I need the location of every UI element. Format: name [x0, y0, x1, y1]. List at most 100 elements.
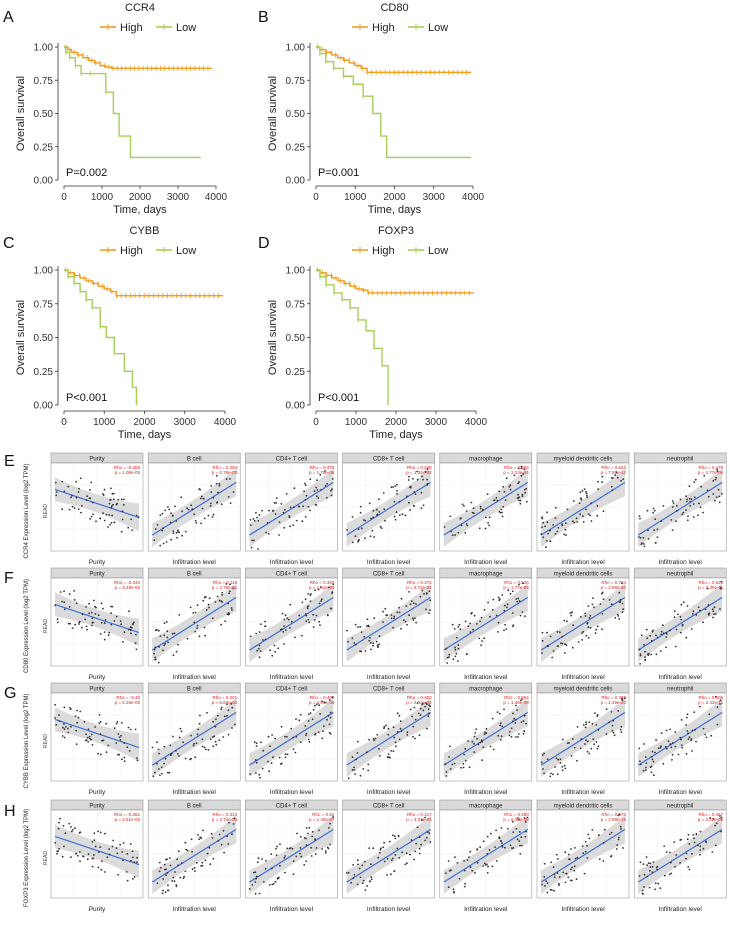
data-point	[283, 856, 286, 859]
data-point	[686, 519, 689, 522]
data-point	[714, 499, 716, 502]
data-point	[155, 629, 157, 632]
data-point	[77, 854, 79, 857]
data-point	[91, 744, 94, 746]
data-point	[228, 821, 230, 824]
data-point	[310, 846, 312, 849]
data-point	[482, 746, 485, 748]
data-point	[221, 594, 223, 596]
data-point	[562, 738, 564, 741]
data-point	[686, 500, 688, 503]
data-point	[480, 616, 483, 619]
data-point	[99, 831, 102, 834]
data-point	[617, 814, 620, 817]
data-point	[541, 516, 543, 518]
data-point	[587, 833, 590, 836]
data-point	[350, 881, 352, 884]
data-point	[101, 739, 103, 742]
confidence-band	[443, 468, 528, 548]
data-point	[691, 852, 693, 855]
data-point	[695, 740, 697, 743]
data-point	[307, 593, 310, 595]
data-point	[115, 615, 118, 618]
data-point	[540, 761, 543, 764]
data-point	[682, 511, 685, 514]
data-point	[385, 724, 387, 727]
data-point	[272, 756, 274, 759]
data-point	[543, 772, 545, 775]
data-point	[571, 520, 574, 523]
data-point	[582, 521, 585, 523]
data-point	[172, 735, 174, 738]
data-point	[572, 738, 574, 740]
data-point	[427, 708, 430, 711]
data-point	[489, 615, 491, 618]
data-point	[120, 722, 123, 724]
data-point	[359, 876, 362, 879]
x-axis-label: Infiltration level	[367, 789, 411, 796]
data-point	[154, 656, 157, 659]
data-point	[541, 639, 544, 642]
data-point	[392, 486, 394, 488]
data-point	[260, 623, 262, 626]
data-point	[168, 508, 171, 511]
data-point	[70, 830, 73, 833]
data-point	[495, 496, 498, 499]
data-point	[655, 634, 657, 637]
data-point	[428, 704, 430, 706]
data-point	[63, 601, 66, 604]
data-point	[525, 487, 528, 490]
data-point	[307, 738, 310, 741]
data-point	[564, 767, 567, 770]
data-point	[396, 490, 398, 492]
data-point	[462, 766, 465, 769]
data-point	[123, 631, 126, 634]
data-point	[449, 768, 452, 770]
data-point	[602, 598, 605, 600]
regression-line	[443, 711, 529, 766]
data-point	[103, 631, 106, 633]
data-point	[367, 624, 370, 627]
rho-value: Rho = 0.118	[213, 580, 238, 585]
data-point	[211, 837, 214, 839]
data-point	[579, 491, 582, 494]
data-point	[585, 634, 588, 637]
data-point	[647, 538, 650, 540]
data-point	[67, 727, 69, 730]
data-point	[597, 834, 600, 836]
data-point	[702, 847, 705, 850]
data-point	[255, 875, 258, 878]
data-point	[675, 510, 678, 512]
data-point	[608, 599, 611, 601]
data-point	[611, 729, 614, 732]
data-point	[104, 871, 106, 873]
data-point	[102, 512, 104, 515]
data-point	[655, 739, 657, 742]
data-point	[130, 518, 133, 521]
data-point	[324, 850, 327, 852]
data-point	[481, 509, 484, 512]
data-point	[668, 629, 671, 632]
data-point	[99, 733, 102, 736]
data-point	[692, 610, 695, 613]
data-point	[166, 636, 169, 639]
data-point	[517, 733, 520, 735]
data-point	[305, 732, 308, 735]
x-axis-label: Infiltration level	[464, 559, 508, 566]
data-point	[79, 710, 82, 713]
regression-line	[54, 603, 140, 634]
data-point	[517, 482, 519, 485]
data-point	[309, 712, 312, 714]
data-point	[711, 608, 714, 611]
regression-line	[346, 711, 431, 766]
data-point	[464, 882, 466, 885]
data-point	[64, 832, 67, 834]
y-tick-label: 1.00	[34, 43, 54, 54]
data-point	[685, 636, 688, 639]
panel-letter: E	[4, 453, 15, 470]
data-point	[501, 846, 504, 848]
data-point	[500, 840, 503, 842]
